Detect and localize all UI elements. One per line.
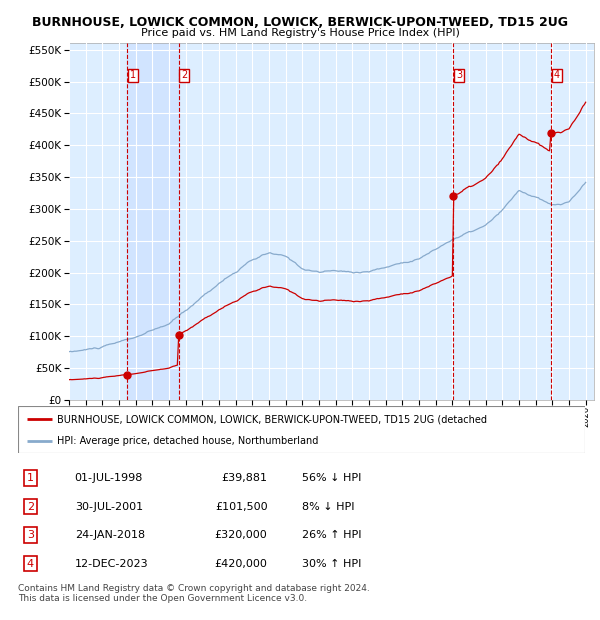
Text: 56% ↓ HPI: 56% ↓ HPI [302,473,361,483]
Text: £101,500: £101,500 [215,502,268,512]
Text: HPI: Average price, detached house, Northumberland: HPI: Average price, detached house, Nort… [56,436,318,446]
Text: 1: 1 [27,473,34,483]
Text: 4: 4 [27,559,34,569]
Text: 8% ↓ HPI: 8% ↓ HPI [302,502,354,512]
Text: £39,881: £39,881 [221,473,268,483]
Text: 30% ↑ HPI: 30% ↑ HPI [302,559,361,569]
Text: 3: 3 [456,71,462,81]
Text: BURNHOUSE, LOWICK COMMON, LOWICK, BERWICK-UPON-TWEED, TD15 2UG (detached: BURNHOUSE, LOWICK COMMON, LOWICK, BERWIC… [56,414,487,424]
Text: BURNHOUSE, LOWICK COMMON, LOWICK, BERWICK-UPON-TWEED, TD15 2UG: BURNHOUSE, LOWICK COMMON, LOWICK, BERWIC… [32,16,568,29]
Text: 3: 3 [27,530,34,540]
Text: 30-JUL-2001: 30-JUL-2001 [75,502,143,512]
Bar [127,43,179,400]
Text: 01-JUL-1998: 01-JUL-1998 [75,473,143,483]
Text: 26% ↑ HPI: 26% ↑ HPI [302,530,361,540]
Text: 12-DEC-2023: 12-DEC-2023 [75,559,148,569]
Text: 2: 2 [181,71,187,81]
Text: 4: 4 [554,71,560,81]
Text: 24-JAN-2018: 24-JAN-2018 [75,530,145,540]
Text: Contains HM Land Registry data © Crown copyright and database right 2024.
This d: Contains HM Land Registry data © Crown c… [18,584,370,603]
Text: Price paid vs. HM Land Registry's House Price Index (HPI): Price paid vs. HM Land Registry's House … [140,28,460,38]
Text: £420,000: £420,000 [215,559,268,569]
Text: 2: 2 [27,502,34,512]
Text: £320,000: £320,000 [215,530,268,540]
Text: 1: 1 [130,71,136,81]
